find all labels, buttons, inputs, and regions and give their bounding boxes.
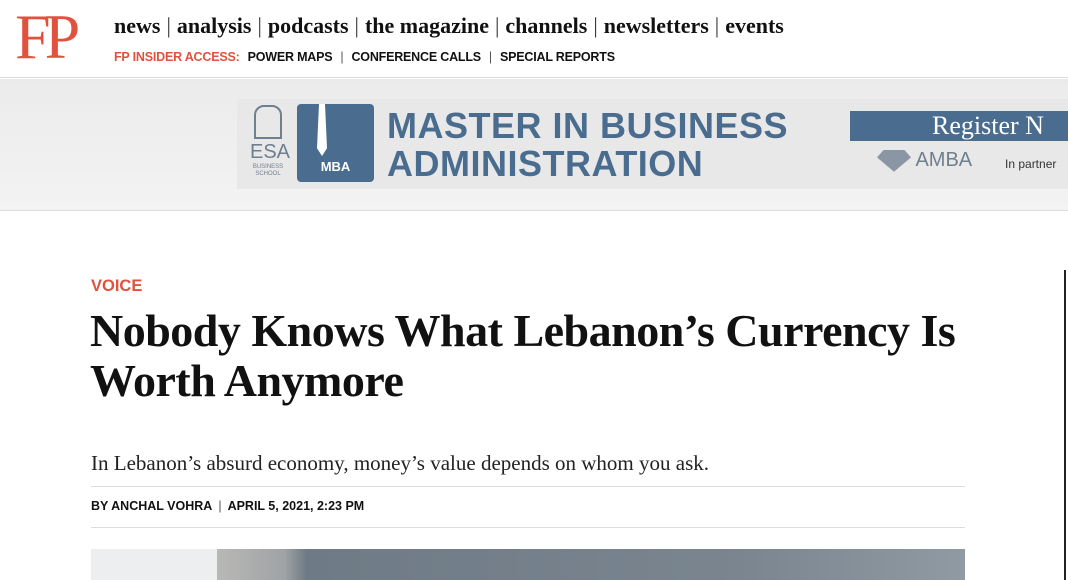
nav-news[interactable]: news (114, 13, 161, 38)
article-image (91, 549, 965, 580)
divider: | (593, 13, 598, 38)
tie-icon (317, 104, 327, 156)
partner-text: In partner (1005, 157, 1057, 171)
insider-nav: FP INSIDER ACCESS: POWER MAPS | CONFERENCE … (114, 50, 615, 64)
ad-title: MASTER IN BUSINESS ADMINISTRATION (387, 105, 789, 184)
article-category[interactable]: VOICE (91, 277, 143, 295)
nav-conference-calls[interactable]: CONFERENCE CALLS (351, 50, 481, 64)
nav-magazine[interactable]: the magazine (364, 13, 489, 38)
publish-date: APRIL 5, 2021, 2:23 PM (227, 499, 365, 513)
main-nav: news | analysis | podcasts | the magazine | chan… (114, 13, 784, 39)
nav-channels[interactable]: channels (505, 13, 588, 38)
nav-special-reports[interactable]: SPECIAL REPORTS (499, 50, 615, 64)
divider: | (166, 13, 171, 38)
diamond-icon (877, 149, 911, 172)
nav-analysis[interactable]: analysis (176, 13, 252, 38)
amba-logo: AMBA (877, 149, 972, 172)
register-button[interactable]: Register N (850, 111, 1068, 141)
nav-newsletters[interactable]: newsletters (603, 13, 709, 38)
nav-events[interactable]: events (725, 13, 784, 38)
nav-podcasts[interactable]: podcasts (267, 13, 349, 38)
divider: | (257, 13, 262, 38)
article-title: Nobody Knows What Lebanon’s Currency Is … (90, 305, 956, 406)
site-header: FP news | analysis | podcasts | the magazine | c… (0, 0, 1068, 78)
article-dek: In Lebanon’s absurd economy, money’s val… (91, 451, 710, 475)
fp-logo[interactable]: FP (15, 1, 80, 72)
divider: | (340, 50, 344, 64)
divider: | (354, 13, 359, 38)
insider-label: FP INSIDER ACCESS: (114, 50, 240, 64)
ad-banner[interactable]: ESA BUSINESS SCHOOL MBA MASTER IN BUSINES… (237, 99, 1068, 189)
scrollbar-edge (1064, 270, 1066, 580)
byline: BY ANCHAL VOHRA | APRIL 5, 2021, 2:23 PM (91, 499, 364, 513)
divider: | (494, 13, 500, 38)
author-link[interactable]: BY ANCHAL VOHRA (91, 499, 213, 513)
divider (91, 527, 965, 528)
esa-logo: ESA BUSINESS SCHOOL (250, 105, 290, 183)
divider: | (218, 499, 222, 513)
nav-power-maps[interactable]: POWER MAPS (247, 50, 333, 64)
divider (91, 486, 965, 487)
divider: | (488, 50, 492, 64)
mba-badge: MBA (297, 104, 374, 182)
divider: | (714, 13, 720, 38)
